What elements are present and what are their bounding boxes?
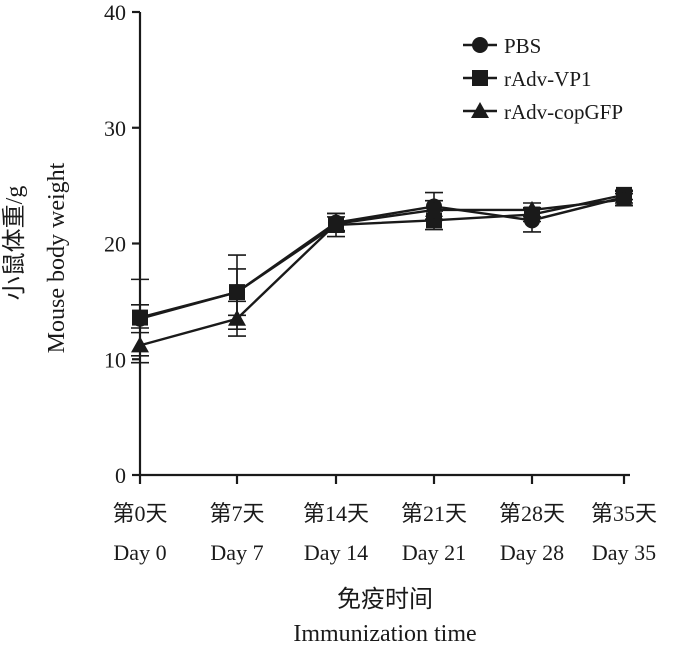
series-radv-copgfp bbox=[131, 190, 633, 364]
legend-entry-radv-copgfp: rAdv-copGFP bbox=[463, 100, 623, 124]
x-tick-label-cn: 第7天 bbox=[209, 501, 264, 526]
legend-label-pbs: PBS bbox=[504, 34, 541, 58]
y-tick-label: 30 bbox=[104, 116, 126, 141]
legend-marker-pbs bbox=[472, 37, 488, 53]
x-tick-label-cn: 第35天 bbox=[591, 501, 657, 526]
x-tick-label-cn: 第0天 bbox=[112, 501, 167, 526]
data-point-radv-copgfp bbox=[615, 190, 633, 207]
legend-marker-radv-copgfp bbox=[471, 102, 489, 118]
y-tick-label: 10 bbox=[104, 347, 126, 372]
x-ticks: 第0天 Day 0 第7天 Day 7 第14天 Day 14 第21天 Day 21 第28天… bbox=[112, 475, 657, 565]
x-tick-label-cn: 第28天 bbox=[499, 501, 565, 526]
x-axis-title-cn: 免疫时间 bbox=[337, 586, 433, 613]
legend-entry-radv-vp1: rAdv-VP1 bbox=[463, 67, 592, 91]
x-tick-label-en: Day 0 bbox=[113, 540, 166, 565]
legend: PBS rAdv-VP1 rAdv-copGFP bbox=[463, 34, 623, 124]
y-tick-label: 20 bbox=[104, 232, 126, 257]
x-tick-label-en: Day 7 bbox=[210, 540, 263, 565]
data-point-radv-vp1 bbox=[132, 309, 148, 326]
data-point-radv-copgfp bbox=[523, 200, 541, 217]
data-point-radv-copgfp bbox=[131, 336, 149, 353]
legend-label-radv-vp1: rAdv-VP1 bbox=[504, 67, 592, 91]
series-layer bbox=[131, 186, 633, 364]
x-tick-label-en: Day 28 bbox=[500, 540, 564, 565]
legend-entry-pbs: PBS bbox=[463, 34, 541, 58]
series-radv-vp1 bbox=[131, 186, 633, 357]
y-axis-title-cn: 小鼠体重/g bbox=[1, 186, 28, 301]
y-ticks: 0 10 20 30 40 bbox=[104, 0, 140, 488]
x-tick-label-en: Day 21 bbox=[402, 540, 466, 565]
data-point-radv-copgfp bbox=[425, 200, 443, 217]
legend-label-radv-copgfp: rAdv-copGFP bbox=[504, 100, 623, 124]
series-line-pbs bbox=[139, 196, 625, 320]
legend-marker-radv-vp1 bbox=[472, 70, 488, 86]
series-line-radv-vp1 bbox=[139, 193, 625, 319]
x-tick-label-cn: 第21天 bbox=[401, 501, 467, 526]
x-tick-label-en: Day 14 bbox=[304, 540, 368, 565]
series-line-radv-copgfp bbox=[139, 198, 625, 347]
series-pbs bbox=[131, 189, 633, 334]
data-point-radv-copgfp bbox=[327, 214, 345, 231]
x-tick-label-en: Day 35 bbox=[592, 540, 656, 565]
data-point-radv-vp1 bbox=[229, 284, 245, 301]
data-point-radv-copgfp bbox=[228, 309, 246, 326]
y-axis-title-en: Mouse body weight bbox=[44, 162, 70, 353]
y-tick-label: 0 bbox=[115, 463, 126, 488]
x-axis-title-en: Immunization time bbox=[293, 621, 476, 646]
x-tick-label-cn: 第14天 bbox=[303, 501, 369, 526]
y-tick-label: 40 bbox=[104, 0, 126, 25]
